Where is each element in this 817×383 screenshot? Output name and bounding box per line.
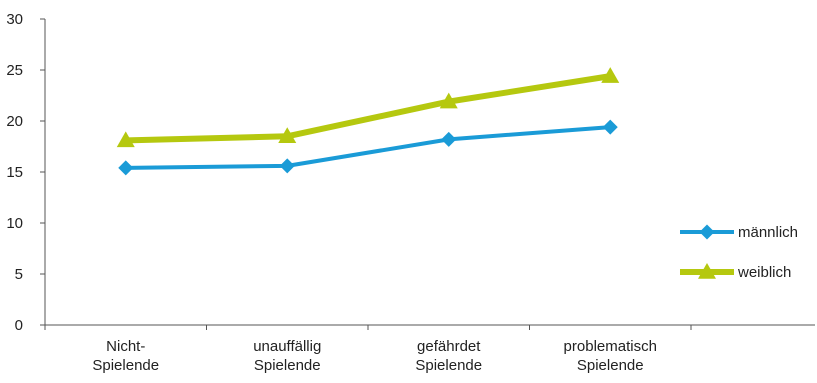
data-point (118, 160, 134, 176)
x-tick-label: problematisch Spielende (564, 338, 657, 374)
legend-label: weiblich (737, 264, 791, 281)
x-tick-label-line: Spielende (577, 357, 644, 374)
legend-marker (698, 263, 716, 279)
x-tick-label: unauffällig Spielende (253, 338, 321, 374)
x-tick-label-line: Spielende (254, 357, 321, 374)
x-tick-label-line: Spielende (415, 357, 482, 374)
data-point (441, 131, 457, 147)
data-point (279, 158, 295, 174)
series-line-1 (125, 125, 611, 170)
y-tick-label: 25 (6, 62, 23, 79)
axes: 0 5 10 15 20 25 30 Nicht- Spielende unauffällig Sp… (6, 11, 815, 374)
data-point (602, 119, 618, 135)
data-point (278, 127, 297, 144)
series-line-2 (125, 73, 611, 144)
x-tick-label-line: unauffällig (253, 338, 321, 355)
data-point (601, 67, 620, 83)
x-tick-label-line: Nicht- (106, 338, 145, 355)
data-point (439, 92, 458, 109)
x-tick-label: gefährdet Spielende (415, 338, 482, 374)
legend-label: männlich (738, 224, 798, 241)
series-layer (116, 67, 620, 176)
y-tick-label: 5 (15, 266, 23, 283)
y-tick-label: 30 (6, 11, 23, 28)
legend-marker (699, 224, 715, 240)
y-tick-label: 15 (6, 164, 23, 181)
x-tick-label-line: gefährdet (417, 338, 481, 355)
legend: männlich weiblich (680, 224, 798, 281)
x-tick-label: Nicht- Spielende (92, 338, 159, 374)
data-point (116, 131, 135, 148)
y-tick-label: 0 (15, 317, 23, 334)
x-tick-label-line: problematisch (564, 338, 657, 355)
y-tick-label: 20 (6, 113, 23, 130)
y-tick-label: 10 (6, 215, 23, 232)
x-tick-label-line: Spielende (92, 357, 159, 374)
